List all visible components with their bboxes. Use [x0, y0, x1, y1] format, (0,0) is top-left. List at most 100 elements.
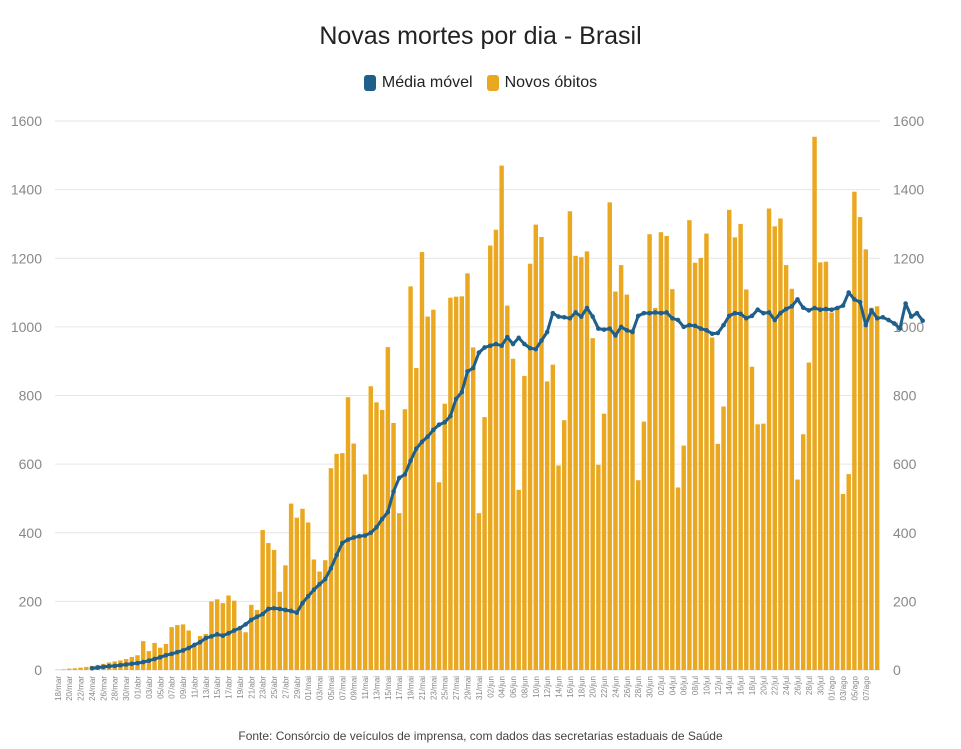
bar-novos-obitos [192, 646, 197, 670]
x-tick-label: 27/abr [281, 676, 290, 699]
bar-novos-obitos [738, 223, 743, 670]
y-tick-label-left: 1000 [11, 319, 42, 335]
point-media-movel [675, 317, 681, 323]
point-media-movel [209, 634, 214, 639]
bar-novos-obitos [863, 249, 868, 671]
point-media-movel [914, 310, 920, 316]
point-media-movel [374, 524, 379, 530]
bar-novos-obitos [761, 423, 766, 670]
x-tick-label: 22/jun [600, 676, 609, 698]
bar-novos-obitos [459, 296, 465, 670]
point-media-movel [800, 305, 806, 310]
bar-novos-obitos [556, 465, 561, 670]
point-media-movel [203, 635, 209, 641]
point-media-movel [874, 315, 880, 321]
x-tick-label: 06/jun [509, 676, 518, 698]
point-media-movel [630, 329, 635, 335]
bar-novos-obitos [653, 308, 658, 670]
bar-novos-obitos [84, 666, 89, 670]
x-tick-label: 23/abr [259, 676, 268, 699]
bar-novos-obitos [789, 288, 795, 670]
x-tick-label: 17/mai [395, 676, 404, 700]
point-media-movel [840, 303, 846, 308]
point-media-movel [271, 605, 277, 611]
point-media-movel [544, 329, 550, 335]
point-media-movel [254, 614, 260, 620]
bar-novos-obitos [323, 560, 328, 670]
point-media-movel [317, 581, 322, 587]
bar-novos-obitos [766, 208, 772, 670]
point-media-movel [436, 422, 442, 427]
x-tick-label: 25/abr [270, 676, 279, 699]
x-tick-label: 31/mai [475, 676, 484, 700]
x-tick-label: 10/jun [532, 676, 541, 698]
y-tick-label-right: 400 [893, 525, 917, 541]
point-media-movel [129, 661, 135, 667]
point-media-movel [573, 310, 578, 315]
point-media-movel [880, 314, 886, 320]
point-media-movel [487, 343, 493, 349]
point-media-movel [732, 310, 738, 316]
point-media-movel [886, 317, 891, 323]
point-media-movel [715, 330, 721, 336]
point-media-movel [163, 652, 169, 658]
bar-novos-obitos [721, 406, 726, 670]
x-tick-label: 03/abr [145, 676, 154, 699]
x-tick-label: 24/jun [611, 676, 620, 698]
point-media-movel [362, 533, 368, 538]
bar-novos-obitos [681, 445, 686, 670]
point-media-movel [505, 334, 510, 340]
point-media-movel [749, 313, 755, 319]
y-tick-label-left: 200 [19, 593, 43, 609]
y-tick-label-right: 200 [893, 593, 917, 609]
bar-novos-obitos [516, 489, 521, 670]
bar-novos-obitos [397, 513, 402, 670]
point-media-movel [709, 331, 715, 337]
bar-novos-obitos [374, 402, 379, 670]
point-media-movel [186, 645, 192, 651]
point-media-movel [340, 540, 345, 546]
point-media-movel [704, 328, 709, 333]
x-tick-label: 30/mar [122, 676, 131, 701]
point-media-movel [835, 305, 840, 311]
point-media-movel [385, 509, 391, 515]
point-media-movel [175, 649, 180, 655]
point-media-movel [755, 307, 760, 313]
bar-novos-obitos [749, 366, 755, 670]
point-media-movel [476, 350, 482, 355]
point-media-movel [652, 310, 658, 315]
bar-novos-obitos [288, 503, 294, 670]
point-media-movel [248, 617, 254, 623]
bar-novos-obitos [510, 358, 516, 670]
legend-item-media-movel[interactable]: Média móvel [363, 74, 473, 92]
point-media-movel [180, 648, 186, 653]
bar-novos-obitos [175, 625, 180, 670]
x-tick-label: 20/jun [589, 676, 598, 698]
point-media-movel [903, 301, 908, 306]
point-media-movel [459, 389, 465, 395]
point-media-movel [260, 611, 265, 617]
point-media-movel [288, 608, 294, 614]
bar-novos-obitos [419, 252, 425, 671]
x-tick-label: 08/jul [691, 676, 700, 695]
point-media-movel [681, 324, 687, 330]
chart-title: Novas mortes por dia - Brasil [319, 22, 642, 50]
point-media-movel [516, 335, 522, 341]
point-media-movel [101, 664, 106, 670]
bar-novos-obitos [488, 245, 493, 670]
x-tick-label: 13/mai [372, 676, 381, 700]
point-media-movel [448, 413, 453, 419]
point-media-movel [231, 628, 237, 633]
bar-novos-obitos [277, 591, 282, 670]
legend-item-novos-obitos[interactable]: Novos óbitos [486, 74, 597, 92]
point-media-movel [806, 308, 812, 313]
point-media-movel [266, 606, 271, 612]
bar-novos-obitos [664, 235, 669, 670]
point-media-movel [357, 533, 362, 539]
bar-novos-obitos [869, 307, 874, 670]
x-tick-label: 24/mar [88, 676, 97, 701]
point-media-movel [618, 324, 624, 330]
point-media-movel [465, 369, 470, 374]
bar-novos-obitos [772, 226, 777, 671]
bar-novos-obitos [806, 362, 812, 670]
